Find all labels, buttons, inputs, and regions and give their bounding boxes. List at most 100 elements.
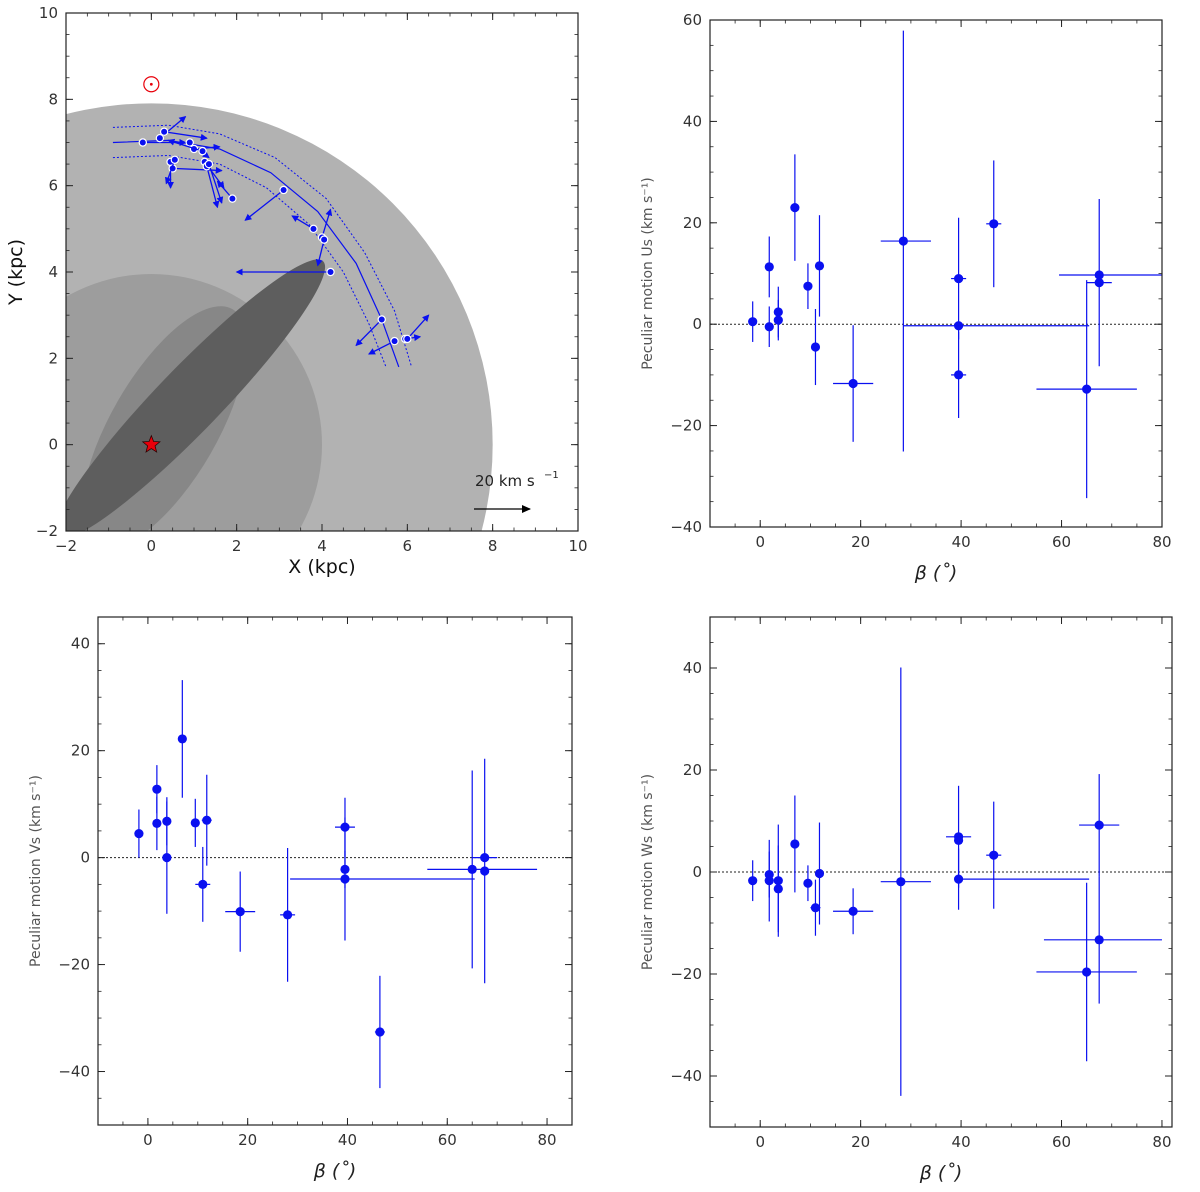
data-point	[954, 273, 964, 284]
source-motion-arrow	[165, 159, 176, 185]
x-tick-label: 8	[488, 537, 498, 555]
y-tick-label: −40	[670, 1067, 702, 1085]
x-tick-label: 80	[1152, 1133, 1171, 1151]
x-tick-label: 2	[232, 537, 242, 555]
data-point	[748, 876, 758, 886]
data-point	[748, 317, 758, 327]
data-point	[283, 910, 293, 920]
x-tick-label: 20	[851, 533, 870, 551]
maser-source-point	[377, 315, 386, 324]
maser-source-point	[403, 334, 412, 344]
y-tick-label: 0	[80, 849, 90, 867]
y-tick-label: 20	[683, 761, 702, 779]
y-tick-label: −40	[58, 1063, 90, 1081]
y-tick-label: 4	[48, 263, 58, 281]
x-tick-label: 0	[147, 537, 157, 555]
source-motion-arrow	[321, 208, 333, 238]
source-motion-arrow	[208, 163, 224, 204]
maser-source-point	[170, 155, 179, 164]
data-point	[989, 850, 999, 860]
maser-source-point	[390, 336, 399, 346]
maser-source-point	[204, 159, 214, 169]
data-point	[790, 839, 800, 849]
source-motion-arrow	[164, 131, 208, 141]
y-axis-label: Peculiar motion Vs (km s⁻¹)	[28, 775, 44, 967]
data-point	[814, 868, 825, 879]
y-tick-label: 20	[683, 214, 702, 232]
data-point	[375, 1027, 385, 1037]
x-tick-label: 6	[403, 537, 413, 555]
data-point	[1094, 820, 1104, 830]
data-point	[480, 866, 490, 876]
y-axis-label: Y (kpc)	[5, 239, 27, 306]
source-motion-arrow	[172, 166, 223, 174]
maser-source-point	[228, 194, 237, 203]
x-axis-label: β (˚)	[919, 1162, 963, 1184]
x-tick-label: 0	[143, 1131, 153, 1149]
source-motion-arrow	[355, 319, 383, 347]
x-axis-label: β (˚)	[914, 562, 958, 584]
sun-symbol	[143, 76, 160, 93]
x-tick-label: 80	[538, 1131, 557, 1149]
y-tick-label: 60	[683, 11, 702, 29]
y-axis-label: Peculiar motion Ws (km s⁻¹)	[640, 774, 656, 970]
maser-source-point	[309, 224, 318, 234]
y-tick-label: 40	[683, 659, 702, 677]
x-tick-label: 60	[1052, 1133, 1071, 1151]
x-tick-label: 20	[238, 1131, 257, 1149]
x-tick-label: −2	[55, 537, 77, 555]
data-point	[235, 907, 245, 917]
source-motion-arrow	[193, 143, 221, 151]
y-tick-label: 0	[48, 436, 58, 454]
data-point	[848, 378, 858, 389]
data-point	[790, 202, 800, 213]
y-tick-label: 20	[71, 742, 90, 760]
data-point	[764, 876, 774, 886]
data-point	[898, 236, 908, 246]
data-point	[989, 219, 999, 229]
data-point	[190, 818, 200, 828]
data-point	[1094, 278, 1104, 288]
long-bar-region	[66, 259, 326, 531]
x-tick-label: 40	[338, 1131, 357, 1149]
map-regions	[66, 103, 493, 531]
panel-vs-vs-beta: 0 20 40 60 80 −40 −20 0 20 40 β (˚) Peculiar motion…	[28, 616, 573, 1182]
data-point	[810, 342, 821, 352]
y-tick-label: 8	[48, 90, 58, 108]
x-tick-label: 0	[755, 1133, 765, 1151]
x-axis-label: β (˚)	[313, 1160, 357, 1182]
maser-source-point	[198, 146, 207, 156]
data-point	[803, 878, 813, 888]
scale-bar-superscript: −1	[544, 470, 559, 481]
data-point	[198, 879, 208, 889]
y-tick-label: 0	[692, 315, 702, 333]
x-tick-label: 20	[851, 1133, 870, 1151]
y-tick-label: 6	[48, 177, 58, 195]
y-tick-label: −20	[670, 965, 702, 983]
plot-area	[98, 680, 572, 1089]
source-motion-arrow	[244, 189, 285, 221]
data-point	[953, 835, 964, 845]
source-motion-arrow	[167, 138, 203, 152]
data-point	[134, 828, 144, 839]
maser-source-point	[159, 127, 169, 136]
y-tick-label: 2	[48, 349, 58, 367]
data-point	[953, 874, 964, 884]
data-point	[764, 262, 774, 272]
panel-us-vs-beta: 0 20 40 60 80 −40 −20 0 20 40 60 β (˚) Peculiar moti…	[640, 11, 1172, 584]
x-tick-label: 80	[1152, 533, 1171, 551]
y-tick-label: −2	[36, 522, 58, 540]
plot-frame	[709, 19, 1163, 528]
sun-symbol-dot	[149, 82, 153, 86]
data-point	[773, 884, 783, 894]
x-tick-label: 40	[952, 1133, 971, 1151]
source-motion-arrow	[315, 239, 325, 267]
y-tick-label: 40	[683, 112, 702, 130]
x-tick-label: 0	[755, 533, 765, 551]
maser-source-point	[326, 267, 335, 277]
source-motion-arrow	[206, 166, 220, 209]
maser-source-point	[155, 133, 165, 143]
x-tick-label: 40	[952, 533, 971, 551]
data-point	[848, 906, 858, 916]
